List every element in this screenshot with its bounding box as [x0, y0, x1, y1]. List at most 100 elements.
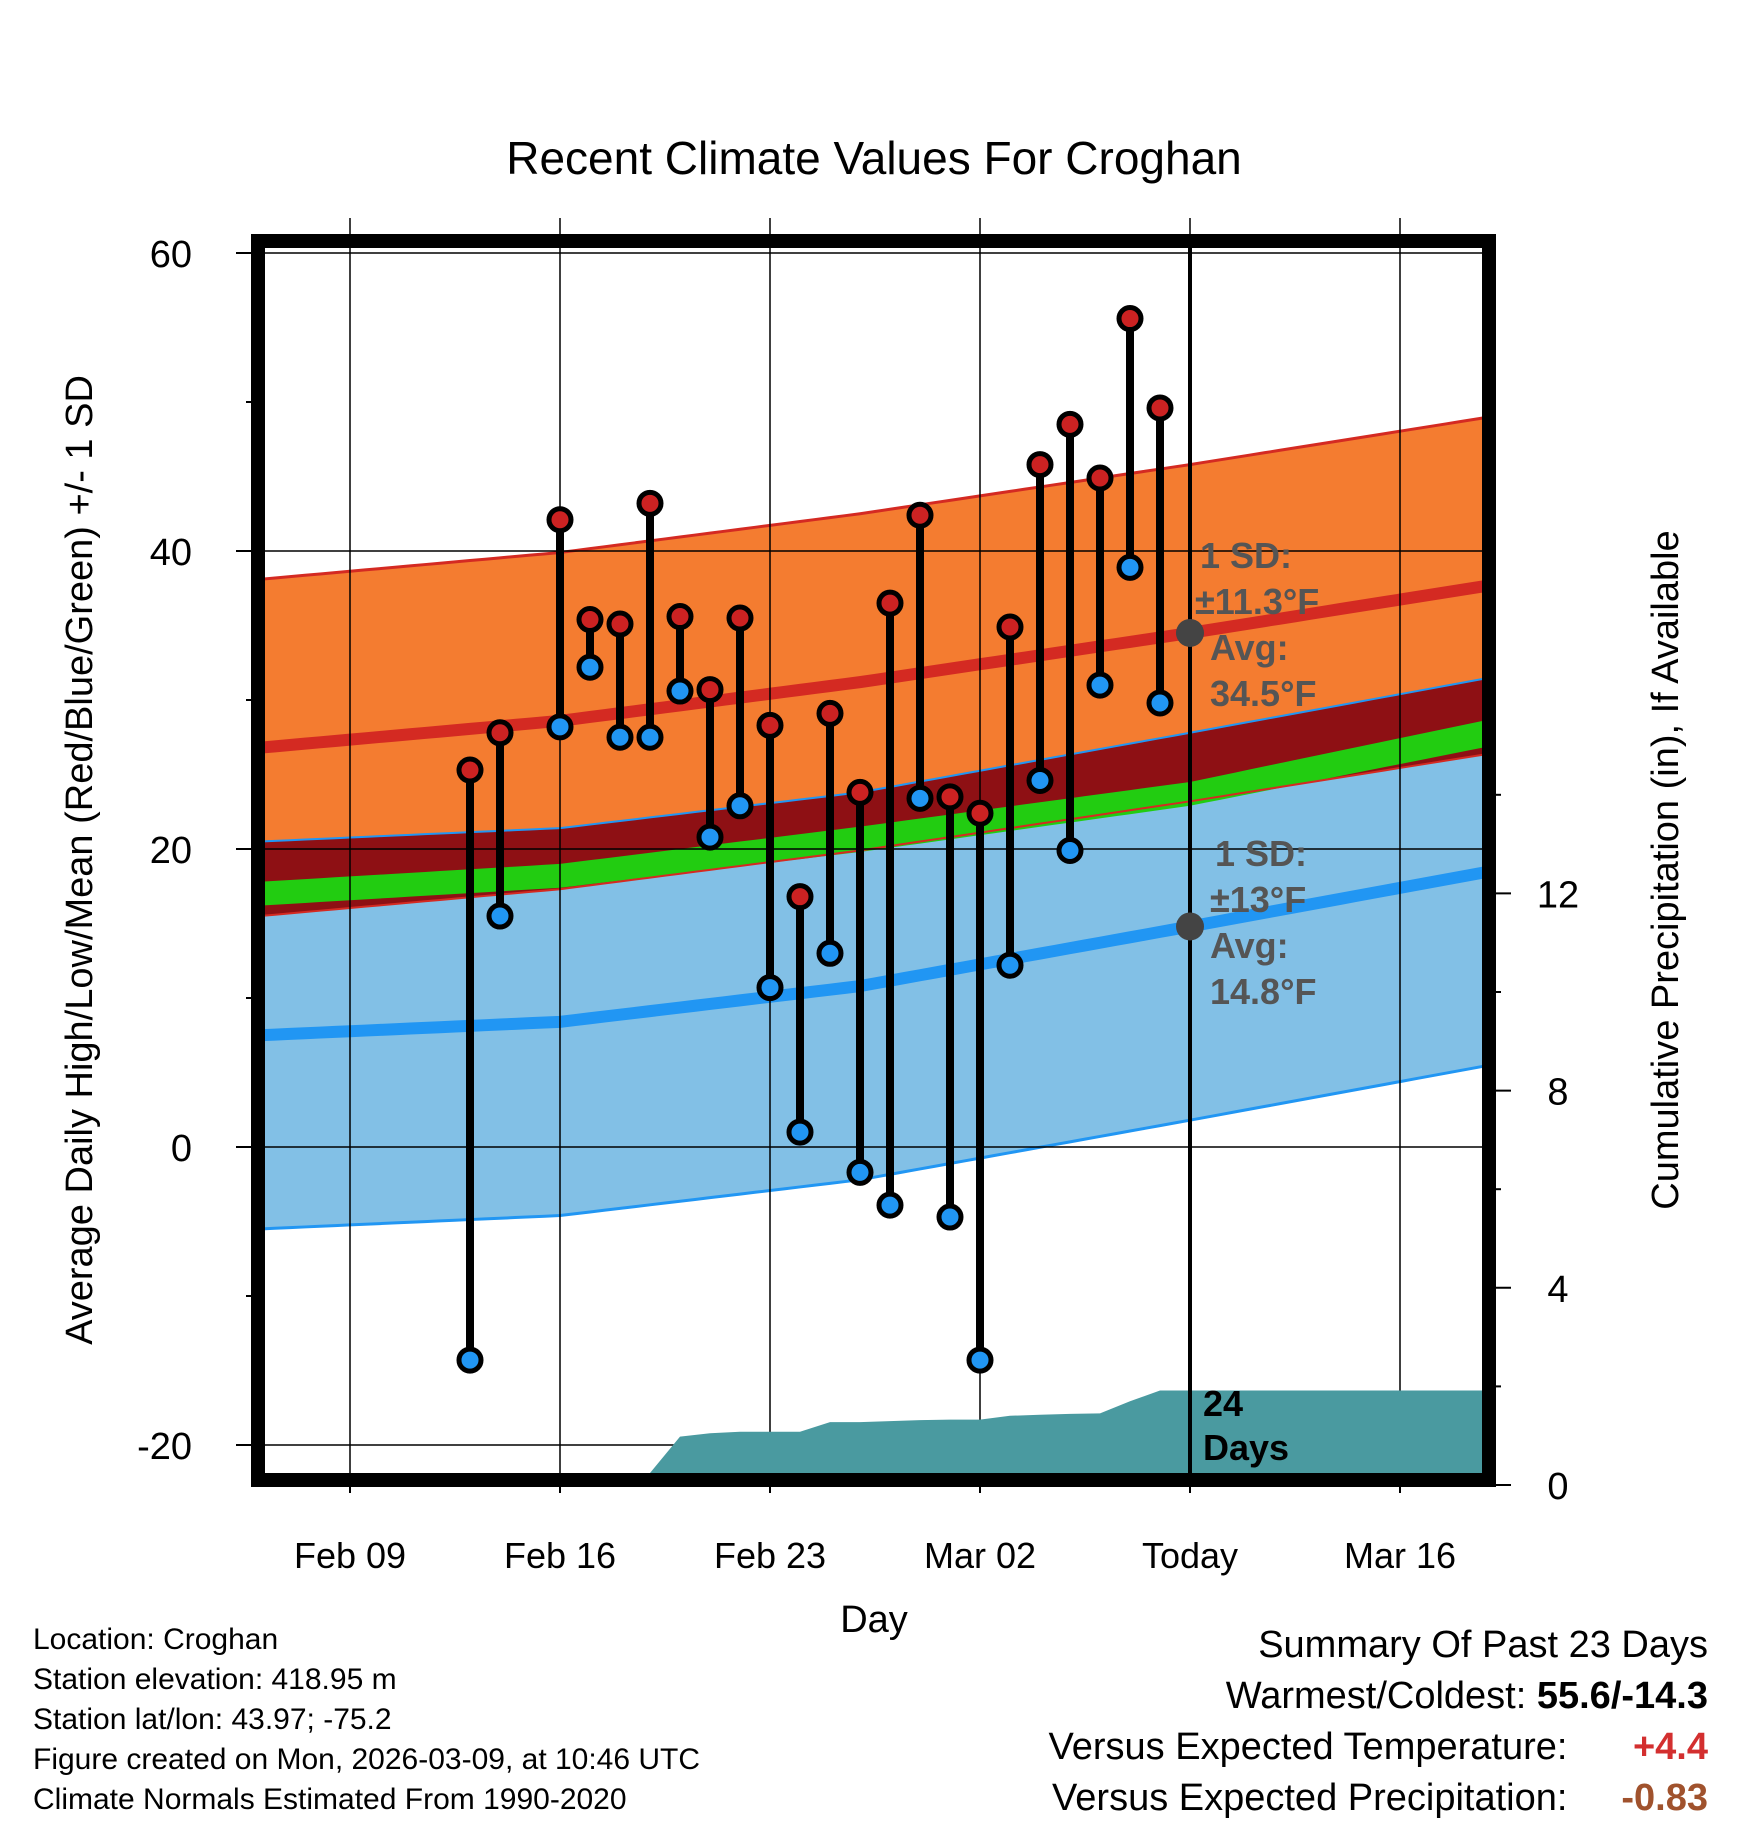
obs-low-point — [906, 784, 934, 812]
observations — [456, 305, 1204, 1374]
obs-low-point — [1116, 553, 1144, 581]
obs-high-point — [636, 489, 664, 517]
warm-cold-label: Warmest/Coldest: — [1225, 1675, 1537, 1717]
location-text: Location: Croghan — [33, 1623, 279, 1656]
obs-high-point — [846, 778, 874, 806]
obs-low-point — [966, 1346, 994, 1374]
temp-label: Versus Expected Temperature: — [1048, 1726, 1568, 1768]
obs-high-point — [576, 606, 604, 634]
precip-row: Versus Expected Precipitation: -0.83 — [1049, 1773, 1708, 1824]
obs-low-point — [546, 713, 574, 741]
y-tick-label: 20 — [150, 830, 192, 872]
obs-low-point — [666, 677, 694, 705]
precip-days-label: Days — [1203, 1427, 1289, 1468]
right-tick-label: 12 — [1537, 874, 1579, 916]
y-axis-label-right: Cumulative Precipitation (in), If Availa… — [1645, 530, 1687, 1209]
obs-low-point — [636, 723, 664, 751]
obs-high-point — [906, 501, 934, 529]
high-avg-label: Avg: — [1210, 627, 1289, 668]
x-tick-label: Feb 23 — [714, 1535, 826, 1576]
obs-high-point — [726, 604, 754, 632]
precip-area — [650, 1390, 1490, 1473]
obs-high-point — [486, 719, 514, 747]
temp-row: Versus Expected Temperature: +4.4 — [1049, 1722, 1708, 1773]
obs-low-point — [576, 653, 604, 681]
low-average-line — [259, 865, 1492, 1042]
obs-high-point — [786, 883, 814, 911]
obs-low-point — [726, 792, 754, 820]
y-tick-label: 40 — [150, 532, 192, 574]
x-tick-label: Mar 02 — [924, 1535, 1036, 1576]
high-average-line — [259, 579, 1491, 754]
latlon-text: Station lat/lon: 43.97; -75.2 — [33, 1703, 392, 1736]
obs-high-point — [606, 610, 634, 638]
x-axis-label: Day — [840, 1599, 908, 1641]
obs-low-point — [1026, 766, 1054, 794]
temp-value: +4.4 — [1632, 1726, 1708, 1768]
low-sd-label: 1 SD: — [1215, 833, 1307, 874]
high-avg-value: 34.5°F — [1210, 673, 1316, 714]
obs-high-point — [816, 699, 844, 727]
summary-panel: Summary Of Past 23 Days Warmest/Coldest:… — [1049, 1620, 1708, 1824]
today-high-avg-point — [1176, 618, 1204, 647]
obs-low-point — [1056, 836, 1084, 864]
obs-high-point — [1146, 394, 1174, 422]
precip-days-count: 24 — [1203, 1383, 1243, 1424]
high-sd-value: ±11.3°F — [1195, 581, 1319, 622]
y-tick-label: -20 — [137, 1426, 192, 1468]
obs-high-point — [1056, 410, 1084, 438]
plot-border — [251, 234, 1496, 1487]
mean-band — [260, 719, 1490, 906]
obs-low-point — [1146, 689, 1174, 717]
station-info: Location: Croghan Station elevation: 418… — [33, 1620, 700, 1820]
obs-high-point — [756, 711, 784, 739]
overlap-band — [260, 677, 1490, 917]
obs-low-point — [696, 823, 724, 851]
created-text: Figure created on Mon, 2026-03-09, at 10… — [33, 1743, 701, 1776]
obs-high-point — [1026, 451, 1054, 479]
chart-title: Recent Climate Values For Croghan — [506, 132, 1241, 184]
right-tick-label: 8 — [1547, 1072, 1568, 1114]
obs-low-point — [486, 902, 514, 930]
obs-high-point — [666, 603, 694, 631]
obs-low-point — [876, 1191, 904, 1219]
warm-cold-value: 55.6/-14.3 — [1536, 1675, 1708, 1717]
obs-low-point — [606, 723, 634, 751]
y-tick-label: 60 — [150, 234, 192, 276]
obs-high-point — [456, 756, 484, 784]
right-tick-label: 4 — [1547, 1269, 1568, 1311]
elevation-text: Station elevation: 418.95 m — [33, 1663, 397, 1696]
obs-high-point — [546, 506, 574, 534]
normals-text: Climate Normals Estimated From 1990-2020 — [33, 1783, 627, 1816]
obs-high-point — [1086, 464, 1114, 492]
precip-label: Versus Expected Precipitation: — [1052, 1777, 1568, 1819]
today-low-avg-point — [1176, 912, 1204, 941]
y-axis-label-left: Average Daily High/Low/Mean (Red/Blue/Gr… — [59, 375, 101, 1345]
x-tick-label: Feb 09 — [294, 1535, 406, 1576]
normal-bands — [259, 415, 1492, 1231]
summary-title: Summary Of Past 23 Days — [1258, 1624, 1708, 1666]
precip-value: -0.83 — [1621, 1777, 1708, 1819]
obs-low-point — [456, 1346, 484, 1374]
obs-high-point — [1116, 305, 1144, 333]
obs-high-point — [936, 783, 964, 811]
y-tick-label: 0 — [171, 1128, 192, 1170]
plot-frame — [251, 234, 1496, 1487]
obs-high-point — [966, 799, 994, 827]
obs-high-point — [876, 589, 904, 617]
obs-low-point — [996, 951, 1024, 979]
low-lower-edge — [259, 1063, 1491, 1231]
warm-cold-row: Warmest/Coldest: 55.6/-14.3 — [1049, 1671, 1708, 1722]
x-tick-label: Today — [1142, 1535, 1238, 1576]
axes: Feb 09 Feb 16 Feb 23 Mar 02 Today Mar 1660402… — [59, 132, 1687, 1641]
obs-low-point — [756, 974, 784, 1002]
precip-area-shape — [650, 1390, 1490, 1473]
x-tick-label: Feb 16 — [504, 1535, 616, 1576]
right-tick-label: 0 — [1547, 1466, 1568, 1508]
high-upper-edge — [259, 415, 1491, 581]
low-sd-value: ±13°F — [1210, 879, 1306, 920]
obs-low-point — [936, 1203, 964, 1231]
x-tick-label: Mar 16 — [1344, 1535, 1456, 1576]
obs-high-point — [696, 676, 724, 704]
low-avg-label: Avg: — [1210, 925, 1289, 966]
